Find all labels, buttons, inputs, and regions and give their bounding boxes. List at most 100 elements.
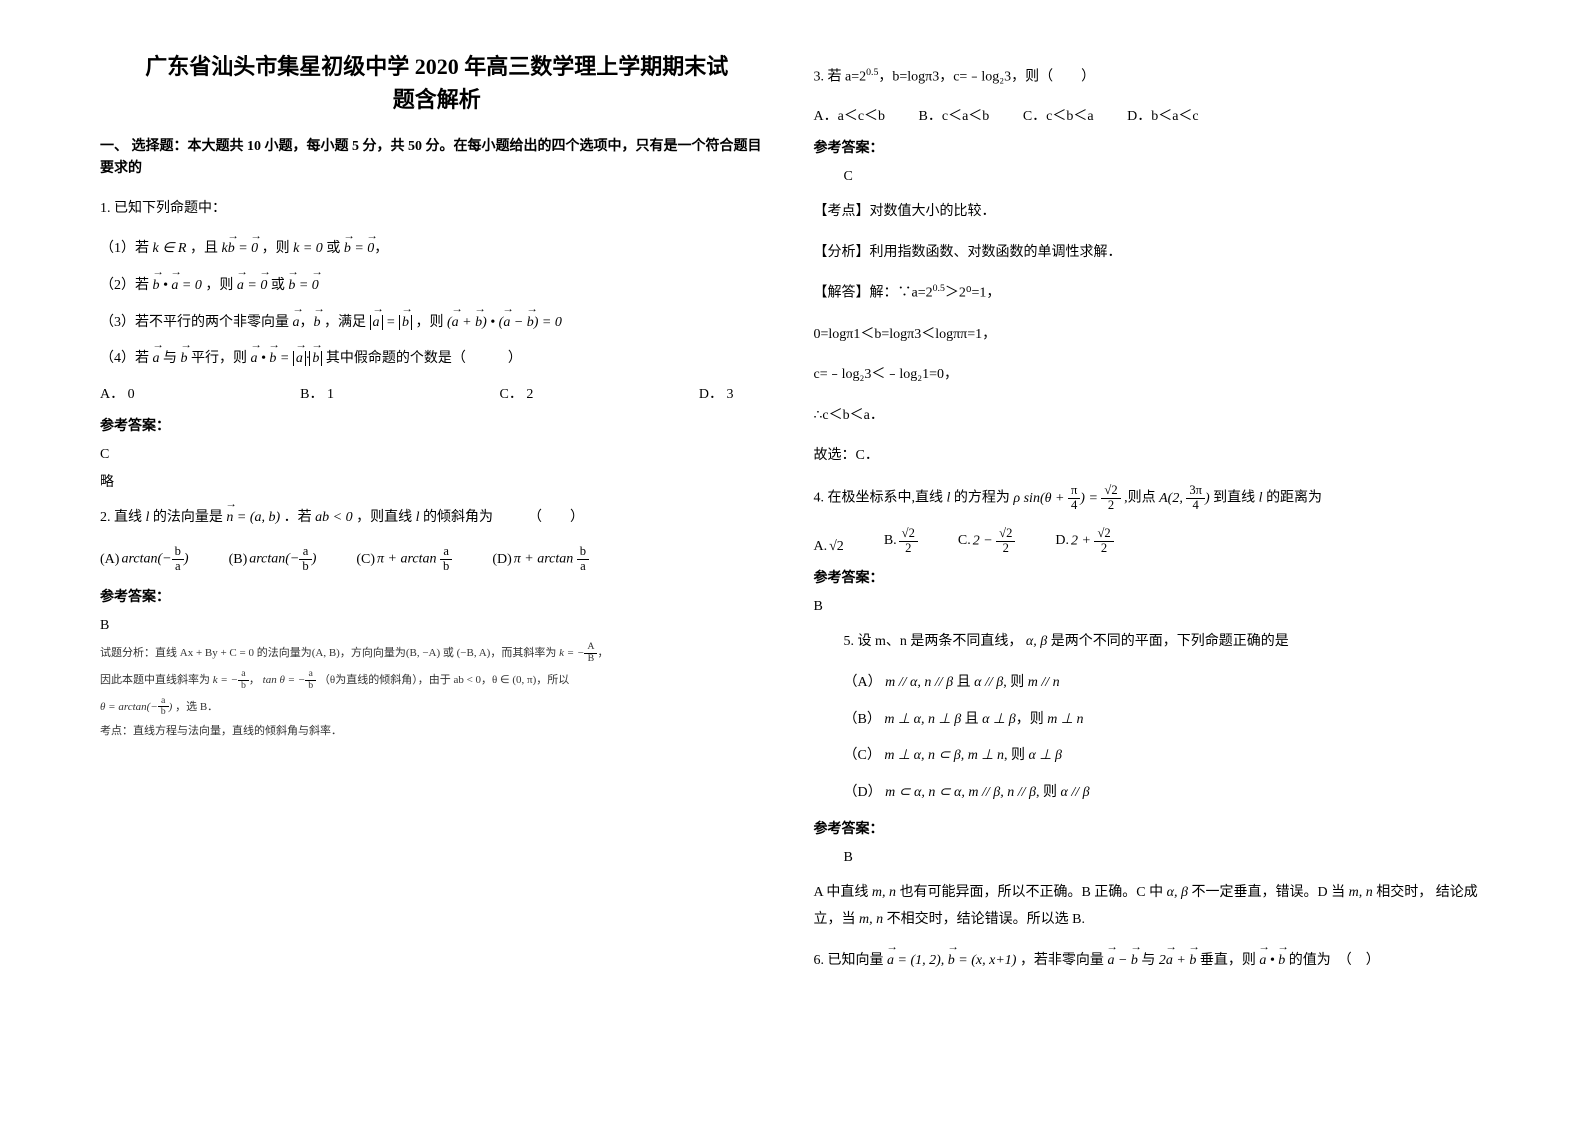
q2-optC-label: (C) — [356, 552, 375, 568]
q5-optD-label: （D） — [844, 785, 882, 800]
q2-optD: (D) π + arctan ba — [492, 545, 589, 574]
q1-optD: D． 3 — [699, 383, 734, 403]
q3-note3-pre: 【解答】解：∵a=2 — [814, 286, 933, 301]
q1-sub3-mid: ，满足 — [324, 315, 366, 330]
q3-stem-mid: ，b=logπ3，c=﹣log₂3，则（ ） — [878, 70, 1095, 85]
q3-note1: 【考点】对数值大小的比较． — [814, 199, 1488, 226]
q2-optA-label: (A) — [100, 552, 119, 568]
q4-stem: 4. 在极坐标系中,直线 l 的方程为 ρ sin(θ + π4) = √22 … — [814, 484, 1488, 513]
q4-ans-label: 参考答案： — [814, 567, 1488, 587]
q5-ans: B — [844, 850, 1488, 866]
q4-ans: B — [814, 599, 1488, 615]
q1-stem: 1. 已知下列命题中： — [100, 196, 774, 223]
q4-stem-mid: 的方程为 — [954, 491, 1010, 506]
q4-optC-label: C. — [958, 533, 971, 549]
q5-note-end: 不相交时，结论错误。所以选 B. — [887, 912, 1085, 927]
q5-optD: （D） m ⊂ α, n ⊂ α, m // β, n // β, 则 α //… — [844, 780, 1488, 807]
q5-note-mid3: 相交时， — [1376, 885, 1432, 900]
q2-note3: θ = arctan(−ab) ，选 B． — [100, 696, 774, 719]
section-1-head: 一、 选择题：本大题共 10 小题，每小题 5 分，共 50 分。在每小题给出的… — [100, 136, 774, 181]
q1-sub1-pre: （1）若 — [100, 241, 149, 256]
q5-optB-label: （B） — [844, 712, 881, 727]
q3-note4: 0=logπ1＜b=logπ3＜logππ=1， — [814, 322, 1488, 349]
q2-note3-end: ，选 B． — [175, 701, 218, 713]
q5-optA-label: （A） — [844, 675, 882, 690]
q3-note7: 故选：C． — [814, 443, 1488, 470]
q4-stem-end: 的距离为 — [1266, 491, 1322, 506]
q3-optA: A．a＜c＜b — [814, 105, 886, 125]
q1-sub3-mid2: ，则 — [415, 315, 443, 330]
q2-note2-text: 因此本题中直线斜率为 — [100, 674, 210, 686]
q4-optD: D. 2 + √22 — [1055, 527, 1113, 556]
q1-sub2: （2）若 b • a = 0 ，则 a = 0 或 b = 0 — [100, 273, 774, 300]
q5-note-mid1: 也有可能异面，所以不正确。B 正确。C 中 — [899, 885, 1163, 900]
q2-ans-label: 参考答案： — [100, 586, 774, 606]
q2-ans: B — [100, 618, 774, 634]
title-line-2: 题含解析 — [393, 87, 481, 112]
q3-stem-exp: 0.5 — [866, 67, 878, 78]
q5-note-mid2: 不一定垂直，错误。D 当 — [1191, 885, 1345, 900]
q2-note1-text: 试题分析：直线 Ax + By + C = 0 的法向量为(A, B)，方向向量… — [100, 647, 556, 659]
q4-stem-mid2: ,则点 — [1124, 491, 1156, 506]
q6-stem-mid3: 垂直，则 — [1200, 953, 1256, 968]
q3-note3-mid: ＞2⁰=1， — [945, 286, 1001, 301]
q5-note: A 中直线 m, n 也有可能异面，所以不正确。B 正确。C 中 α, β 不一… — [814, 880, 1488, 933]
q2-optC: (C) π + arctan ab — [356, 545, 452, 574]
q1-sub3-pre: （3）若不平行的两个非零向量 — [100, 315, 289, 330]
q1-optB: B． 1 — [300, 383, 334, 403]
q5-stem-pre: 5. 设 m、n 是两条不同直线， — [844, 634, 1023, 649]
q1-sub2-pre: （2）若 — [100, 278, 149, 293]
q3-note6: ∴c＜b＜a． — [814, 403, 1488, 430]
q1-sub4-mid: 与 — [163, 351, 177, 366]
q1-sub2-or: 或 — [271, 278, 285, 293]
q4-optA: A. √2 — [814, 539, 844, 555]
q1-optC-label: C． — [500, 387, 523, 402]
q3-note5: c=﹣log₂3＜﹣log₂1=0， — [814, 362, 1488, 389]
q4-optB: B. √22 — [884, 527, 918, 556]
q3-optB: B．c＜a＜b — [919, 105, 990, 125]
q1-optB-val: 1 — [327, 387, 334, 402]
q5-optB: （B） m ⊥ α, n ⊥ β 且 α ⊥ β，则 m ⊥ n — [844, 707, 1488, 734]
q2-note1: 试题分析：直线 Ax + By + C = 0 的法向量为(A, B)，方向向量… — [100, 642, 774, 665]
left-column: 广东省汕头市集星初级中学 2020 年高三数学理上学期期末试 题含解析 一、 选… — [80, 50, 794, 1072]
q4-optC: C. 2 − √22 — [958, 527, 1016, 556]
q2-note2: 因此本题中直线斜率为 k = −ab， tan θ = −ab （θ为直线的倾斜… — [100, 669, 774, 692]
q4-optD-label: D. — [1055, 533, 1069, 549]
q3-stem: 3. 若 a=20.5，b=logπ3，c=﹣log₂3，则（ ） — [814, 64, 1488, 91]
q1-ans-label: 参考答案： — [100, 415, 774, 435]
q1-sub2-mid: ，则 — [205, 278, 233, 293]
q3-ans: C — [844, 169, 1488, 185]
q5-optC: （C） m ⊥ α, n ⊂ β, m ⊥ n, 则 α ⊥ β — [844, 743, 1488, 770]
title-line-1: 广东省汕头市集星初级中学 2020 年高三数学理上学期期末试 — [145, 54, 728, 79]
q1-sub1: （1）若 k ∈ R ，且 kb = 0 ，则 k = 0 或 b = 0， — [100, 236, 774, 263]
q2-stem-mid2: ．若 — [284, 510, 312, 525]
q1-optD-val: 3 — [726, 387, 733, 402]
q5-stem-mid: 是两个不同的平面，下列命题正确的是 — [1051, 634, 1289, 649]
q3-note2: 【分析】利用指数函数、对数函数的单调性求解． — [814, 240, 1488, 267]
q1-options: A． 0 B． 1 C． 2 D． 3 — [100, 383, 774, 403]
q4-stem-mid3: 到直线 — [1213, 491, 1255, 506]
q1-sub4-end: 其中假命题的个数是（ ） — [326, 351, 522, 366]
q5-stem: 5. 设 m、n 是两条不同直线， α, β 是两个不同的平面，下列命题正确的是 — [844, 629, 1488, 656]
right-column: 3. 若 a=20.5，b=logπ3，c=﹣log₂3，则（ ） A．a＜c＜… — [794, 50, 1508, 1072]
q2-optB: (B) arctan(−ab) — [229, 545, 317, 574]
q2-optA: (A) arctan(−ba) — [100, 545, 189, 574]
q4-stem-pre: 4. 在极坐标系中,直线 — [814, 491, 944, 506]
q2-stem-end: 的倾斜角为 （ ） — [423, 510, 584, 525]
q2-stem-mid: 的法向量是 — [153, 510, 223, 525]
q3-optC: C．c＜b＜a — [1023, 105, 1094, 125]
q1-sub1-mid2: ，则 — [262, 241, 290, 256]
q1-sub4: （4）若 a 与 b 平行，则 a • b = a·b 其中假命题的个数是（ ） — [100, 346, 774, 373]
q3-stem-pre: 3. 若 a=2 — [814, 70, 867, 85]
q1-optC-val: 2 — [526, 387, 533, 402]
q1-optD-label: D． — [699, 387, 723, 402]
q1-sub3: （3）若不平行的两个非零向量 a，b ，满足 a = b ，则 (a + b) … — [100, 310, 774, 337]
q2-optD-label: (D) — [492, 552, 511, 568]
q1-ans: C — [100, 447, 774, 463]
q2-note4: 考点：直线方程与法向量，直线的倾斜角与斜率． — [100, 722, 774, 741]
q5-ans-label: 参考答案： — [814, 818, 1488, 838]
q6-stem-mid1: ，若非零向量 — [1020, 953, 1104, 968]
q1-note: 略 — [100, 471, 774, 491]
q1-sub4-mid2: 平行，则 — [191, 351, 247, 366]
q1-optA-label: A． — [100, 387, 124, 402]
